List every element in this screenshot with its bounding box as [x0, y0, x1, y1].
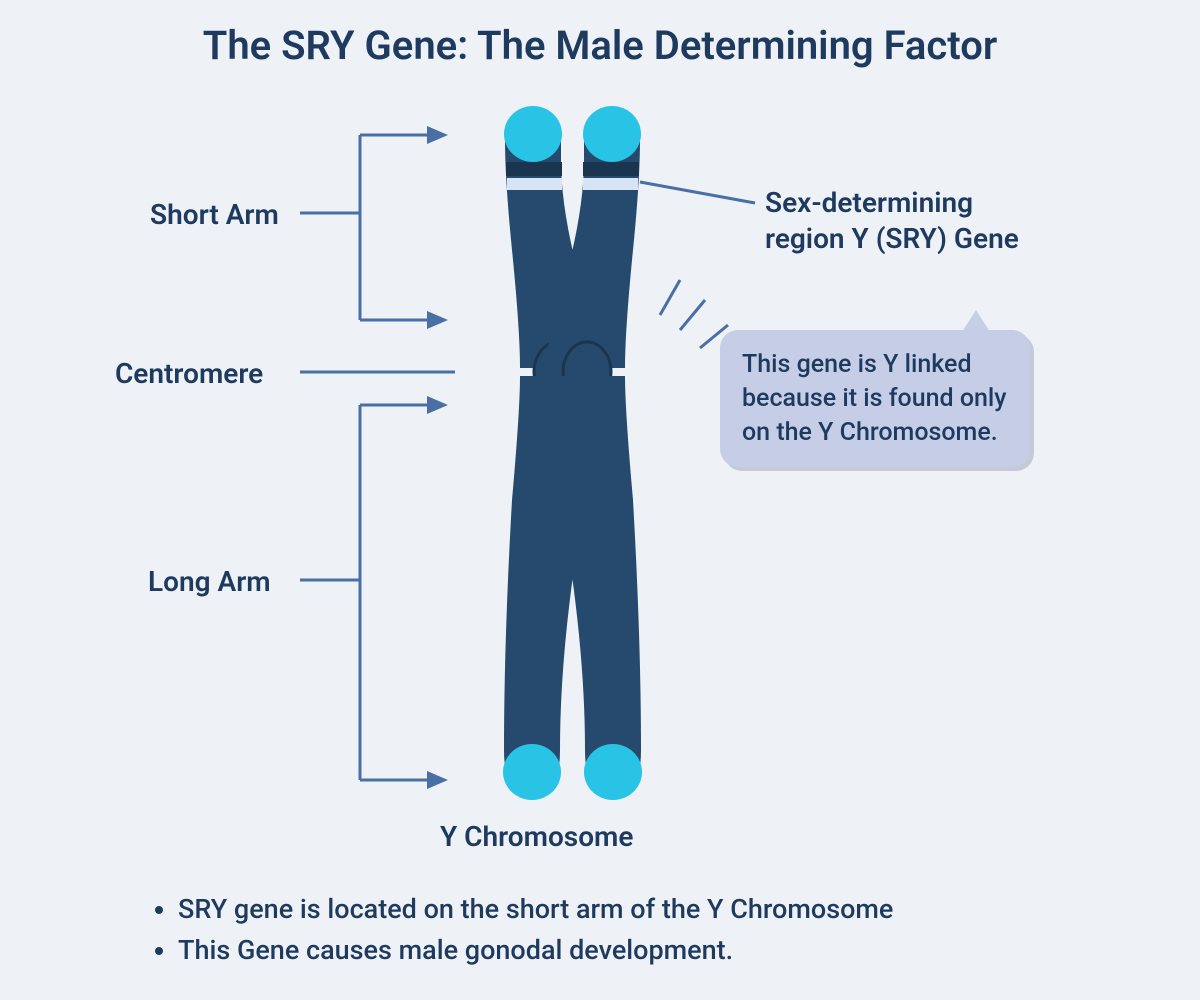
page-title: The SRY Gene: The Male Determining Facto…	[0, 22, 1200, 69]
sry-line1: Sex-determining	[765, 186, 973, 219]
emphasis-ticks	[660, 280, 728, 348]
callout-box: This gene is Y linked because it is foun…	[720, 330, 1030, 467]
short-arm-bracket	[300, 135, 445, 320]
sry-line2: region Y (SRY) Gene	[765, 222, 1019, 255]
long-arm-bracket	[300, 405, 445, 780]
short-arm-label: Short Arm	[150, 198, 279, 231]
bullet-list: SRY gene is located on the short arm of …	[150, 889, 893, 970]
long-arm-label: Long Arm	[148, 565, 271, 598]
centromere-label: Centromere	[115, 357, 263, 390]
sry-gene-label: Sex-determining region Y (SRY) Gene	[765, 185, 1019, 258]
bullet-2: This Gene causes male gonodal developmen…	[178, 930, 893, 971]
chromosome-caption: Y Chromosome	[440, 820, 633, 853]
bullet-1: SRY gene is located on the short arm of …	[178, 889, 893, 930]
sry-pointer	[640, 182, 755, 203]
